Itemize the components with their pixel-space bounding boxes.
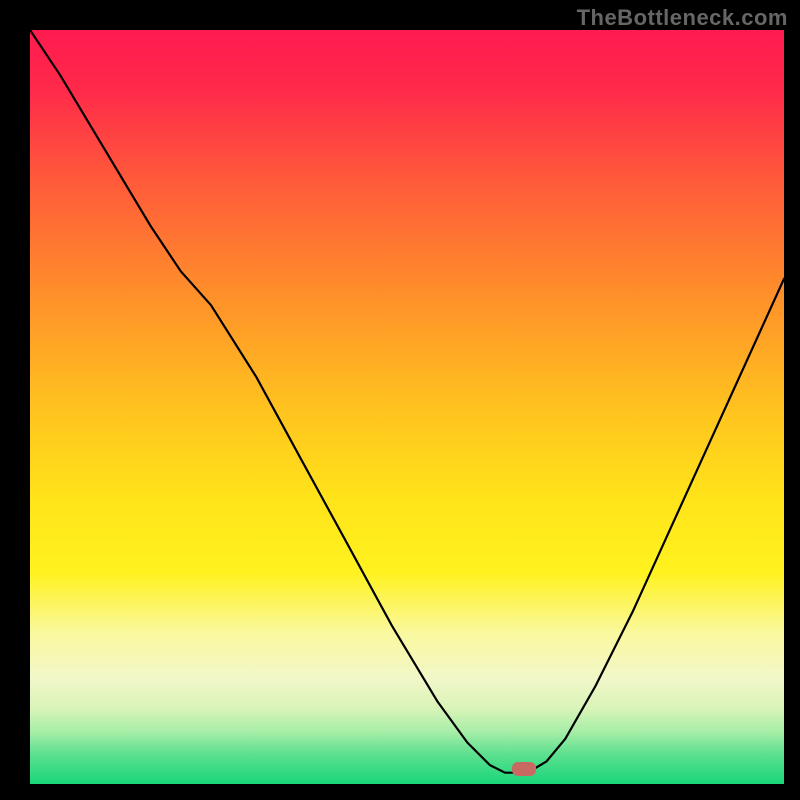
chart-container: TheBottleneck.com bbox=[0, 0, 800, 800]
watermark-text: TheBottleneck.com bbox=[577, 5, 788, 31]
bottleneck-curve bbox=[0, 0, 800, 800]
optimal-point-marker bbox=[512, 762, 536, 776]
